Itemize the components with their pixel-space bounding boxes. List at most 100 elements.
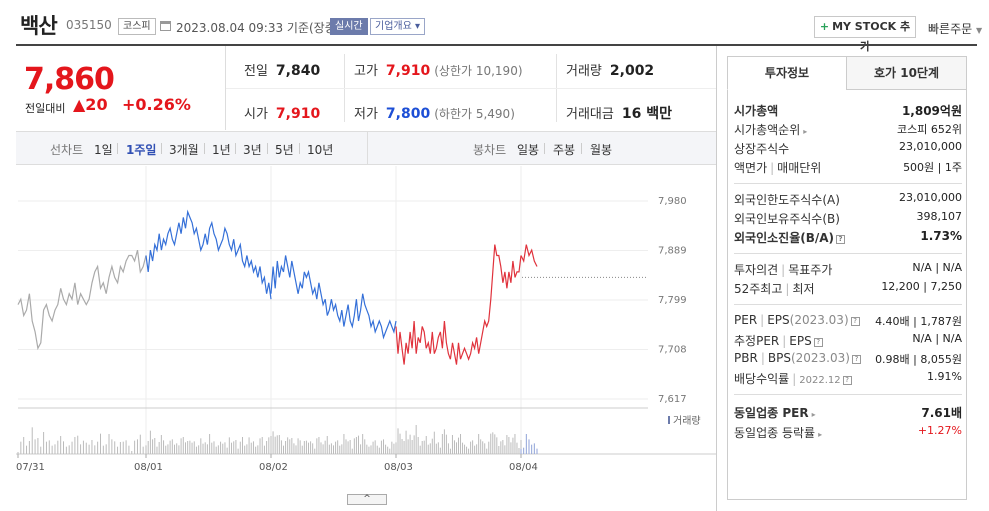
period-1d[interactable]: 1일 <box>94 143 113 157</box>
help-icon[interactable]: ? <box>851 355 861 364</box>
par-label: 액면가 <box>734 161 768 175</box>
dividend-label: 배당수익률 <box>734 372 790 386</box>
candle-weekly[interactable]: 주봉 <box>553 143 576 157</box>
price-line-08-02 <box>270 255 397 340</box>
industry-per-row[interactable]: 동일업종 PER ▸ 7.61배 <box>734 404 962 422</box>
change-label: 전일대비 <box>25 102 66 115</box>
candle-chart-label: 봉차트 <box>473 143 507 157</box>
help-icon[interactable]: ? <box>813 338 823 347</box>
market-cap-label: 시가총액 <box>734 104 779 118</box>
quick-order-label: 빠른주문 <box>928 22 973 36</box>
price-line-08-01 <box>145 209 272 300</box>
foreign-ratio-row: 외국인소진율(B/A)? 1.73% <box>734 229 962 247</box>
chevron-right-icon: ▸ <box>818 430 823 439</box>
collapse-chart-button[interactable]: ^ <box>347 494 387 505</box>
candle-monthly[interactable]: 월봉 <box>590 143 613 157</box>
upper-limit: (상한가 10,190) <box>434 64 523 78</box>
shares-row: 상장주식수 23,010,000 <box>734 140 962 158</box>
cap-rank-label: 시가총액순위 <box>734 123 801 137</box>
help-icon[interactable]: ? <box>842 376 852 385</box>
period-1y[interactable]: 1년 <box>212 143 231 157</box>
tab-order-book[interactable]: 호가 10단계 <box>846 56 967 90</box>
market-cap-row: 시가총액 1,809억원 <box>734 102 962 120</box>
candle-daily[interactable]: 일봉 <box>517 143 540 157</box>
quote-amount: 거래대금 16 백만 <box>566 103 672 123</box>
est-eps-label: EPS <box>789 334 812 348</box>
cap-rank-row[interactable]: 시가총액순위 ▸ 코스피 652위 <box>734 121 962 139</box>
chevron-down-icon: ▾ <box>415 21 421 32</box>
foreign-hold-value: 398,107 <box>916 210 963 223</box>
y-tick-label: 7,617 <box>658 394 687 405</box>
foreign-ratio-value: 1.73% <box>920 229 962 243</box>
est-per-row: 추정PER | EPS? N/A | N/A <box>734 332 962 348</box>
y-tick-label: 7,980 <box>658 196 687 207</box>
chevron-right-icon: ▸ <box>803 127 808 136</box>
period-3y[interactable]: 3년 <box>243 143 262 157</box>
par-unit-row: 액면가 | 매매단위 500원 | 1주 <box>734 161 962 175</box>
volume-label: 거래량 <box>566 64 602 79</box>
eps-label: EPS <box>767 313 790 327</box>
est-per-value: N/A | N/A <box>912 332 962 345</box>
toolbar-divider <box>367 132 368 164</box>
toolbar-separator <box>267 143 268 154</box>
price-chart-svg: 7,980 7,889 7,799 7,708 7,617 거래량 07/31 08/01 08… <box>16 166 716 473</box>
per-period: (2023.03) <box>789 313 849 327</box>
market-badge: 코스피 <box>118 18 156 35</box>
period-1w[interactable]: 1주일 <box>126 143 157 157</box>
y-tick-label: 7,799 <box>658 295 687 306</box>
period-5y[interactable]: 5년 <box>275 143 294 157</box>
industry-rate-row[interactable]: 동일업종 등락률 ▸ +1.27% <box>734 424 962 442</box>
per-label: PER <box>734 313 758 327</box>
x-tick-label: 08/01 <box>134 462 163 473</box>
toolbar-separator <box>235 143 236 154</box>
company-info-dropdown[interactable]: 기업개요 ▾ <box>370 18 426 35</box>
low-label: 저가 <box>354 107 378 122</box>
chart-toolbar: 선차트 1일 1주일 3개월 1년 3년 5년 10년 봉차트 일봉 주봉 월봉 <box>16 131 716 165</box>
market-cap-value: 1,809억원 <box>901 104 962 118</box>
tab-invest-info[interactable]: 투자정보 <box>727 56 847 90</box>
quote-divider <box>226 88 716 89</box>
help-icon[interactable]: ? <box>850 317 860 326</box>
bps-label: BPS <box>767 351 791 365</box>
period-10y[interactable]: 10년 <box>307 143 334 157</box>
stock-name: 백산 <box>20 14 58 38</box>
toolbar-separator <box>117 143 118 154</box>
week52-low-label: 최저 <box>792 282 815 296</box>
shares-value: 23,010,000 <box>899 140 962 153</box>
price-chart: 7,980 7,889 7,799 7,708 7,617 거래량 07/31 08/01 08… <box>16 166 716 511</box>
help-icon[interactable]: ? <box>836 235 846 244</box>
company-info-label: 기업개요 <box>375 21 412 32</box>
open-label: 시가 <box>244 107 268 122</box>
section-divider <box>734 253 962 254</box>
volume-legend-swatch <box>668 416 670 424</box>
foreign-limit-row: 외국인한도주식수(A) 23,010,000 <box>734 191 962 209</box>
pbr-period: (2023.03) <box>790 351 850 365</box>
unit-label: 매매단위 <box>777 161 822 175</box>
invest-info-panel: 투자정보 호가 10단계 시가총액 1,809억원 시가총액순위 ▸ 코스피 652위… <box>727 56 967 506</box>
dividend-row: 배당수익률 | 2022.12? 1.91% <box>734 370 962 386</box>
quote-grid: 전일 7,840 고가 7,910 (상한가 10,190) 거래량 2,002 시가 7… <box>226 46 716 130</box>
current-price: 7,860 <box>24 62 115 97</box>
amount-label: 거래대금 <box>566 107 614 122</box>
week52-value: 12,200 | 7,250 <box>881 280 962 293</box>
add-mystock-label: MY STOCK 추가 <box>832 20 911 53</box>
y-tick-label: 7,889 <box>658 246 687 257</box>
realtime-badge[interactable]: 실시간 <box>330 18 368 35</box>
low-value: 7,800 <box>385 106 431 122</box>
industry-per-label: 동일업종 PER <box>734 406 809 420</box>
add-mystock-button[interactable]: + MY STOCK 추가 <box>814 16 916 53</box>
x-tick-label: 08/04 <box>509 462 538 473</box>
volume-value: 2,002 <box>609 63 655 79</box>
price-line-08-03 <box>395 244 522 365</box>
period-3m[interactable]: 3개월 <box>169 143 199 157</box>
pbr-bps-value: 0.98배 | 8,055원 <box>875 353 962 366</box>
toolbar-separator <box>204 143 205 154</box>
quick-order-dropdown[interactable]: 빠른주문 ▼ <box>928 20 982 37</box>
open-value: 7,910 <box>275 106 321 122</box>
toolbar-separator <box>544 143 545 154</box>
stock-header: 백산 035150 코스피 2023.08.04 09:33 기준(장중) 실시… <box>0 0 989 53</box>
par-unit-value: 500원 | 1주 <box>903 161 962 174</box>
toolbar-separator <box>581 143 582 154</box>
quote-open: 시가 7,910 <box>244 103 320 122</box>
volume-legend-label: 거래량 <box>673 415 701 427</box>
